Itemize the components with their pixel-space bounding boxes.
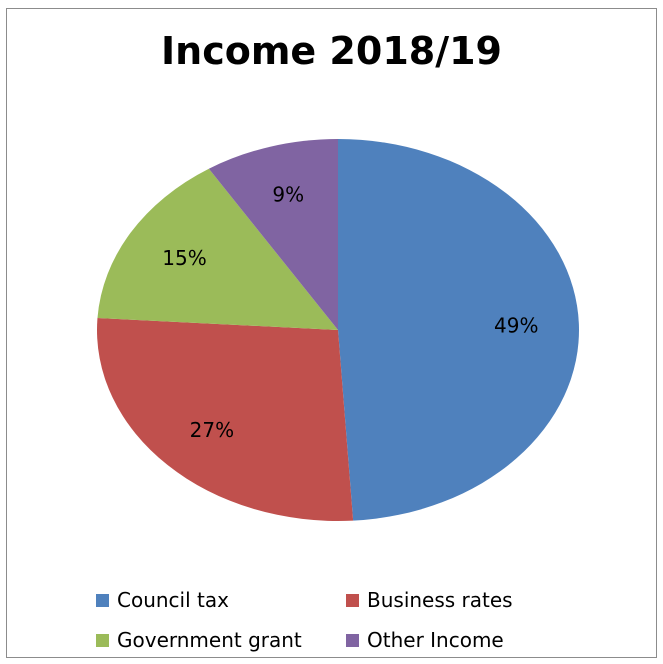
pie-slice-business-rates: [96, 318, 354, 521]
data-label-business-rates: 27%: [190, 418, 234, 442]
data-label-government-grant: 15%: [162, 246, 206, 270]
data-label-council-tax: 49%: [494, 314, 538, 338]
pie-slice-government-grant: [97, 168, 338, 330]
pie-slice-other-income: [208, 139, 338, 330]
chart-title: Income 2018/19: [161, 29, 502, 73]
data-label-other-income: 9%: [272, 182, 304, 206]
pie-slice-council-tax: [338, 139, 580, 521]
